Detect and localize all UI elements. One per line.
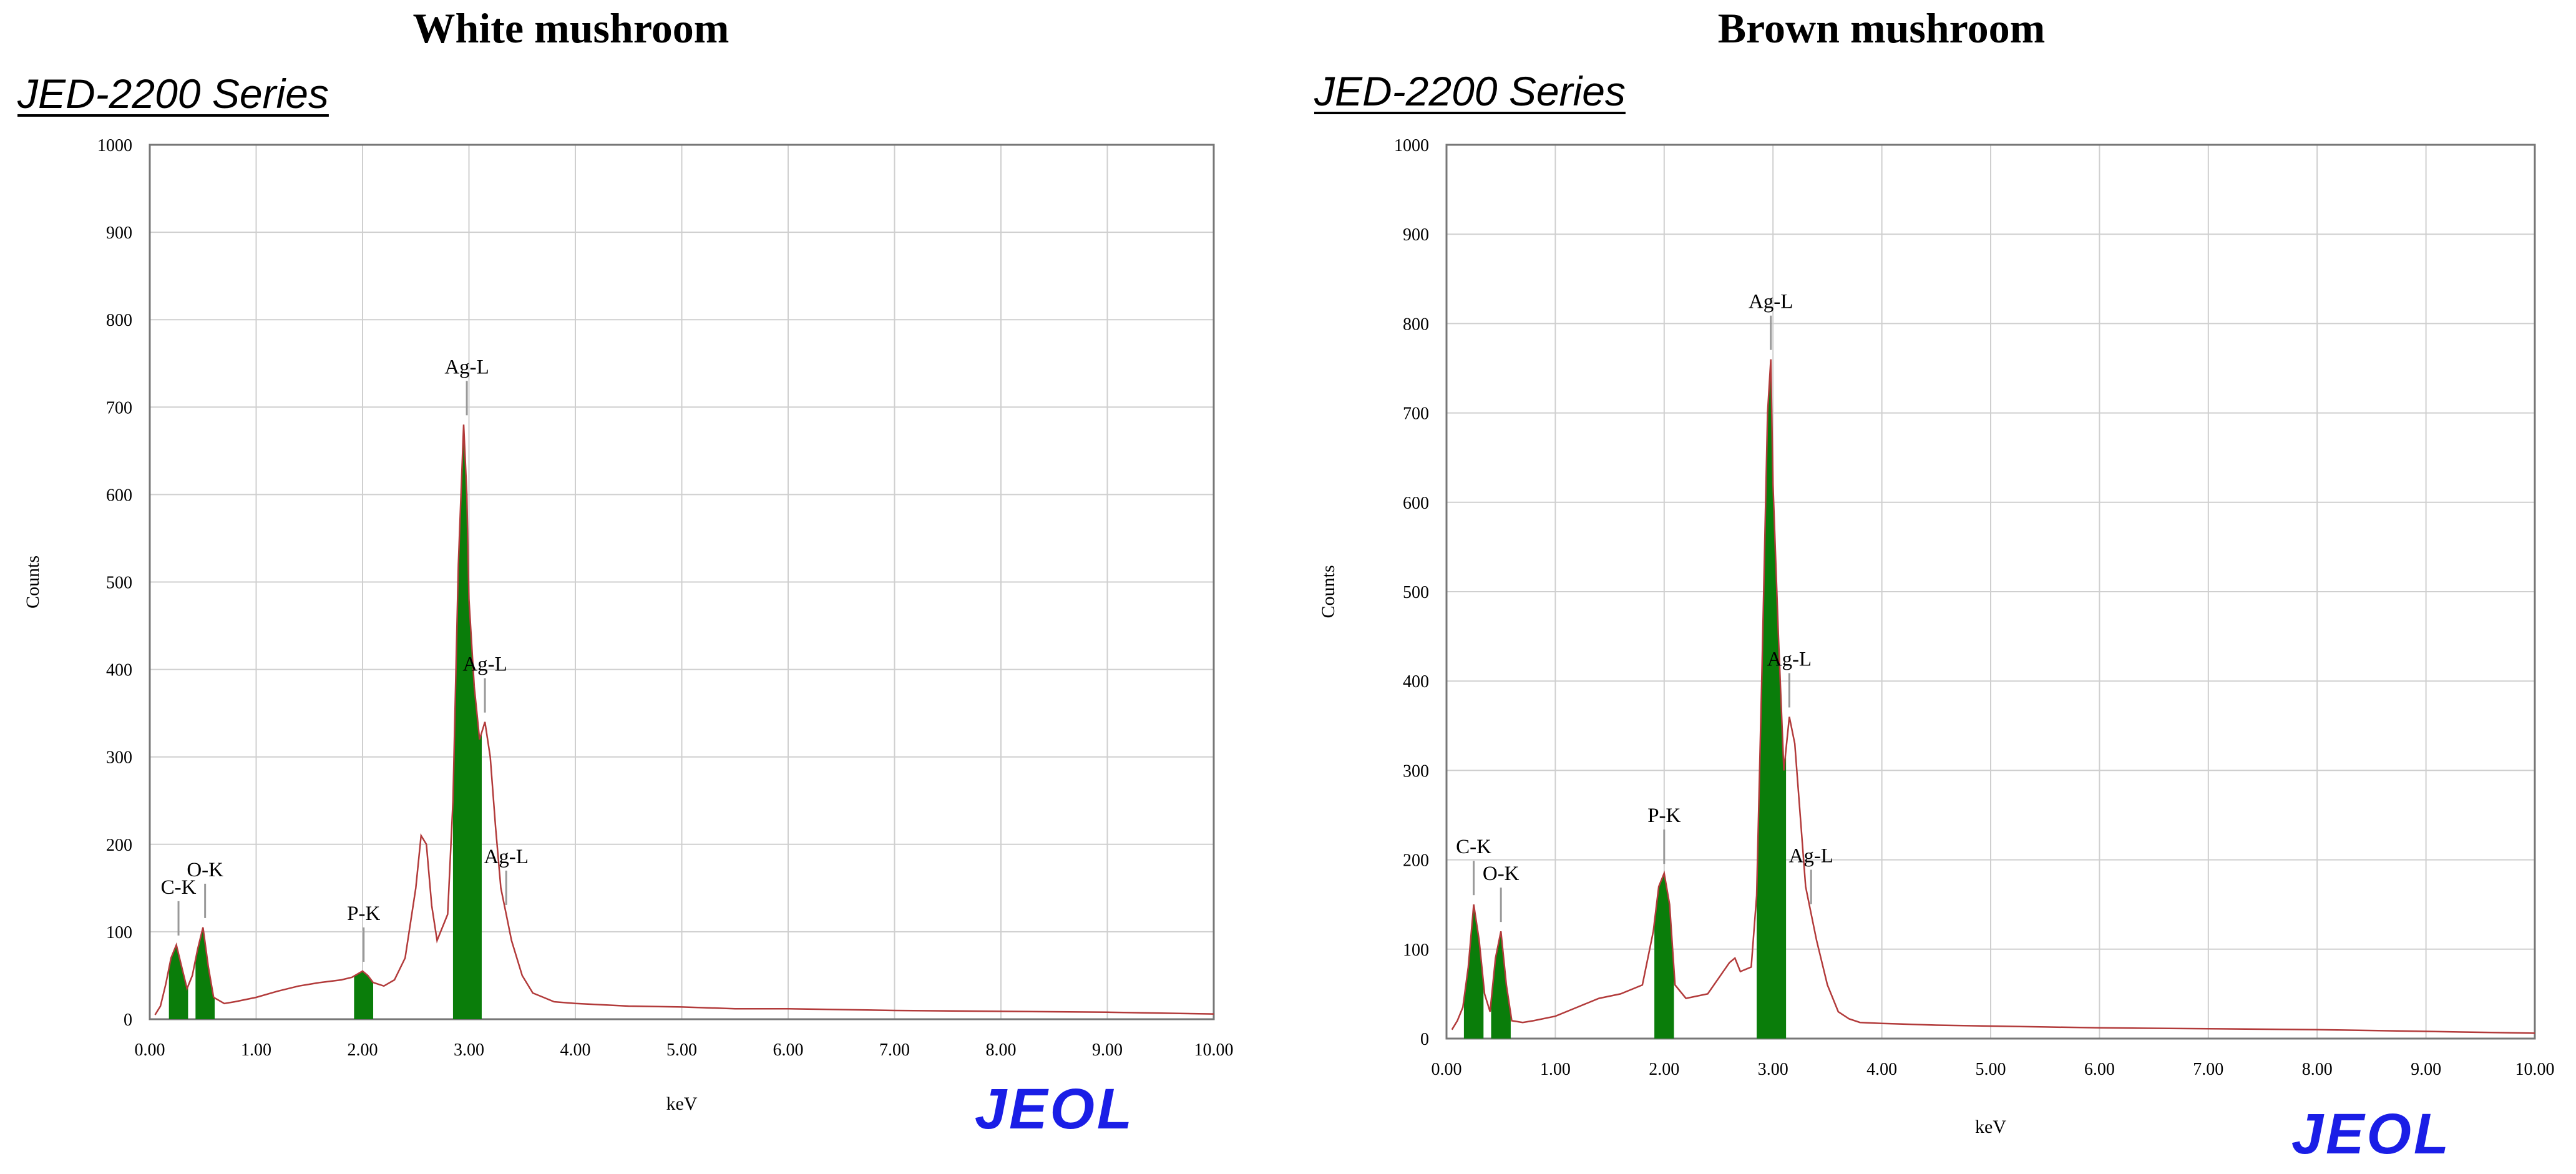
y-tick-label: 700 <box>1403 404 1429 424</box>
peak-fill <box>1463 904 1484 1039</box>
x-tick-label: 5.00 <box>666 1040 697 1060</box>
x-tick-label: 5.00 <box>1976 1060 2006 1079</box>
peak-label: Ag-L <box>444 356 489 378</box>
y-tick-label: 1000 <box>97 136 132 155</box>
series-title-brown: JED-2200 Series <box>1314 68 1626 114</box>
y-tick-label: 600 <box>106 486 132 505</box>
y-tick-label: 600 <box>1403 494 1429 513</box>
x-tick-label: 3.00 <box>454 1040 484 1060</box>
x-tick-label: 2.00 <box>1649 1060 1679 1079</box>
y-tick-label: 300 <box>1403 761 1429 781</box>
x-tick-label: 2.00 <box>348 1040 378 1060</box>
x-tick-label: 10.00 <box>2515 1060 2555 1079</box>
y-tick-label: 200 <box>1403 851 1429 871</box>
peak-label: P-K <box>1647 805 1681 827</box>
y-tick-label: 300 <box>106 748 132 768</box>
peak-label: Ag-L <box>462 653 507 676</box>
x-tick-label: 1.00 <box>241 1040 271 1060</box>
x-tick-label: 7.00 <box>879 1040 910 1060</box>
peak-fill <box>452 424 482 1019</box>
y-tick-label: 900 <box>1403 225 1429 245</box>
y-tick-label: 700 <box>106 398 132 418</box>
y-axis-label: Counts <box>1318 565 1339 618</box>
x-tick-label: 6.00 <box>773 1040 804 1060</box>
y-tick-label: 100 <box>1403 941 1429 960</box>
x-tick-label: 7.00 <box>2193 1060 2223 1079</box>
x-tick-label: 8.00 <box>986 1040 1017 1060</box>
y-tick-label: 800 <box>106 311 132 330</box>
x-axis-label: keV <box>666 1093 698 1114</box>
peak-label: O-K <box>187 859 223 881</box>
peak-label: C-K <box>1456 836 1491 858</box>
peak-label: C-K <box>161 876 197 899</box>
x-tick-label: 0.00 <box>135 1040 165 1060</box>
spectrum-line <box>154 424 1214 1015</box>
y-tick-label: 400 <box>106 661 132 680</box>
peak-fill <box>354 971 374 1019</box>
plot-frame <box>149 144 1215 1020</box>
x-tick-label: 6.00 <box>2084 1060 2115 1079</box>
y-tick-label: 0 <box>1420 1030 1429 1049</box>
peak-label: P-K <box>347 903 380 925</box>
x-tick-label: 8.00 <box>2302 1060 2333 1079</box>
x-tick-label: 1.00 <box>1540 1060 1571 1079</box>
spectrum-line <box>1451 359 2535 1034</box>
peak-fill <box>1491 931 1511 1039</box>
spectrum-chart-brown: 0.00 1.00 2.00 3.00 4.00 5.00 6.00 7.00 8.00 9.00… <box>1318 136 2555 1166</box>
x-tick-label: 0.00 <box>1432 1060 1462 1079</box>
peak-fill <box>1654 873 1674 1039</box>
plot-frame <box>1445 144 2536 1040</box>
x-tick-label: 9.00 <box>1092 1040 1123 1060</box>
x-tick-label: 4.00 <box>560 1040 591 1060</box>
y-tick-label: 400 <box>1403 672 1429 692</box>
peak-label: Ag-L <box>1767 648 1812 670</box>
y-tick-label: 900 <box>106 223 132 243</box>
y-axis-label: Counts <box>22 555 43 609</box>
y-tick-label: 500 <box>1403 583 1429 602</box>
y-tick-label: 0 <box>124 1010 132 1030</box>
panel-title-white: White mushroom <box>412 4 729 52</box>
x-tick-label: 4.00 <box>1866 1060 1897 1079</box>
peak-label: Ag-L <box>1788 845 1833 868</box>
y-tick-label: 100 <box>106 923 132 942</box>
x-axis-label: keV <box>1975 1117 2006 1137</box>
peak-fill <box>1757 359 1787 1039</box>
peak-label: Ag-L <box>1749 291 1793 313</box>
x-tick-label: 3.00 <box>1758 1060 1788 1079</box>
peak-fill <box>195 927 215 1019</box>
x-tick-label: 9.00 <box>2411 1060 2441 1079</box>
jeol-logo: JEOL <box>975 1077 1134 1141</box>
peak-label: O-K <box>1483 863 1520 885</box>
y-tick-label: 1000 <box>1394 136 1429 155</box>
series-title-white: JED-2200 Series <box>17 71 329 117</box>
y-tick-label: 800 <box>1403 315 1429 334</box>
panel-title-brown: Brown mushroom <box>1717 4 2046 52</box>
jeol-logo: JEOL <box>2291 1102 2451 1166</box>
peak-fill <box>168 944 188 1019</box>
peak-label: Ag-L <box>484 846 528 868</box>
spectrum-chart-white: 0.00 1.00 2.00 3.00 4.00 5.00 6.00 7.00 8.00 9.00… <box>22 136 1234 1141</box>
x-tick-label: 10.00 <box>1194 1040 1234 1060</box>
y-tick-label: 200 <box>106 836 132 855</box>
y-tick-label: 500 <box>106 574 132 593</box>
